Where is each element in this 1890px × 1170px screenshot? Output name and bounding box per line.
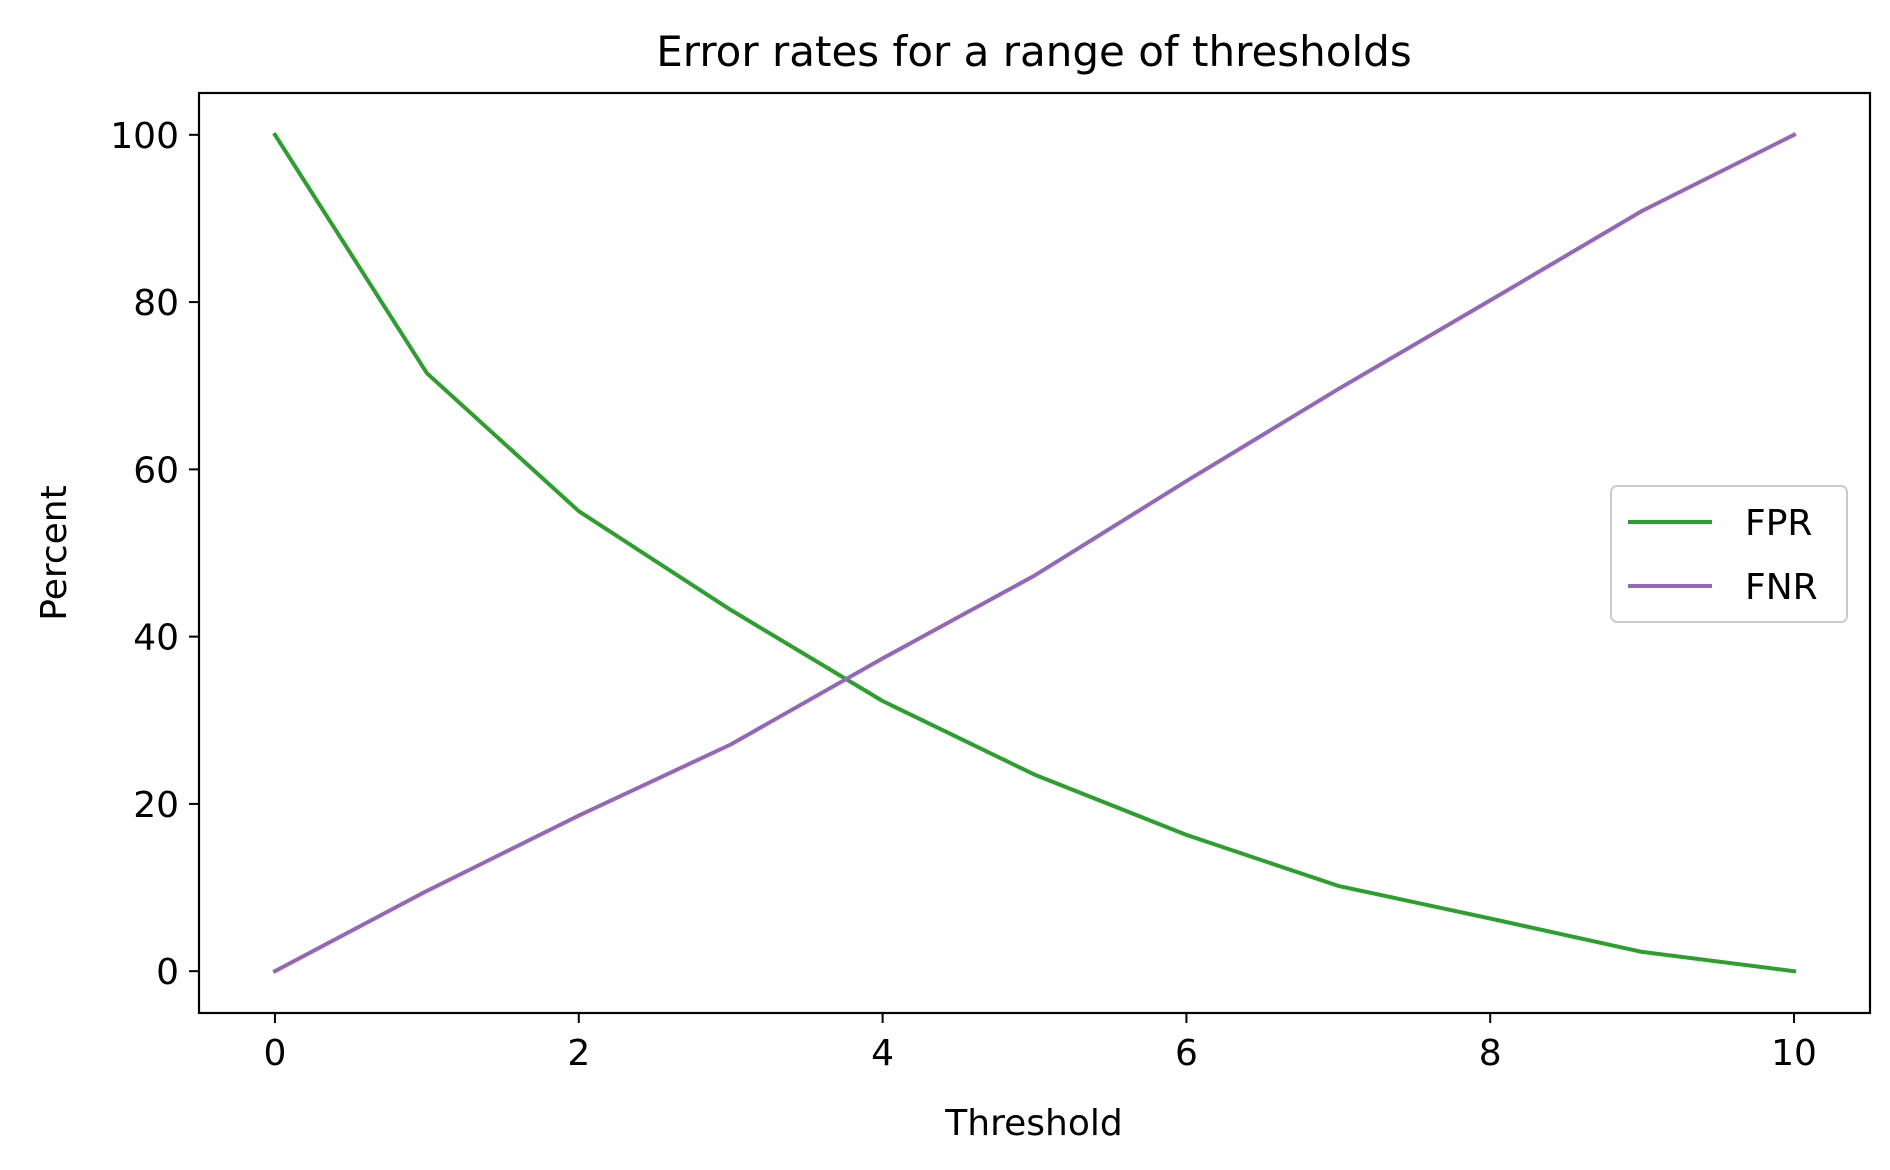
y-tick-label: 60 [133,450,179,491]
x-tick-label: 4 [871,1033,894,1074]
x-tick-label: 2 [567,1033,590,1074]
x-tick-label: 10 [1771,1033,1817,1074]
legend: FPR FNR [1610,485,1848,623]
legend-label-fpr: FPR [1745,503,1812,544]
legend-label-fnr: FNR [1745,567,1818,608]
x-tick-label: 0 [264,1033,287,1074]
y-axis: 0 20 40 60 80 100 [110,116,199,993]
y-tick-label: 40 [133,618,179,659]
plot-frame [197,91,1872,1015]
plot-area [197,91,1872,1015]
x-axis-label: Threshold [944,1103,1122,1144]
y-axis-label: Percent [34,485,75,620]
x-tick-label: 8 [1479,1033,1502,1074]
series-line-fpr [272,132,1797,974]
y-tick-label: 100 [110,116,179,157]
y-tick-label: 80 [133,283,179,324]
series-layer [272,132,1797,974]
series-line-fnr [272,132,1797,974]
x-tick-label: 6 [1175,1033,1198,1074]
chart-title: Error rates for a range of thresholds [656,27,1411,76]
y-tick-label: 0 [156,952,179,993]
legend-entries: FPR FNR [1628,503,1818,608]
x-axis: 0 2 4 6 8 10 [264,1013,1817,1074]
y-tick-label: 20 [133,785,179,826]
